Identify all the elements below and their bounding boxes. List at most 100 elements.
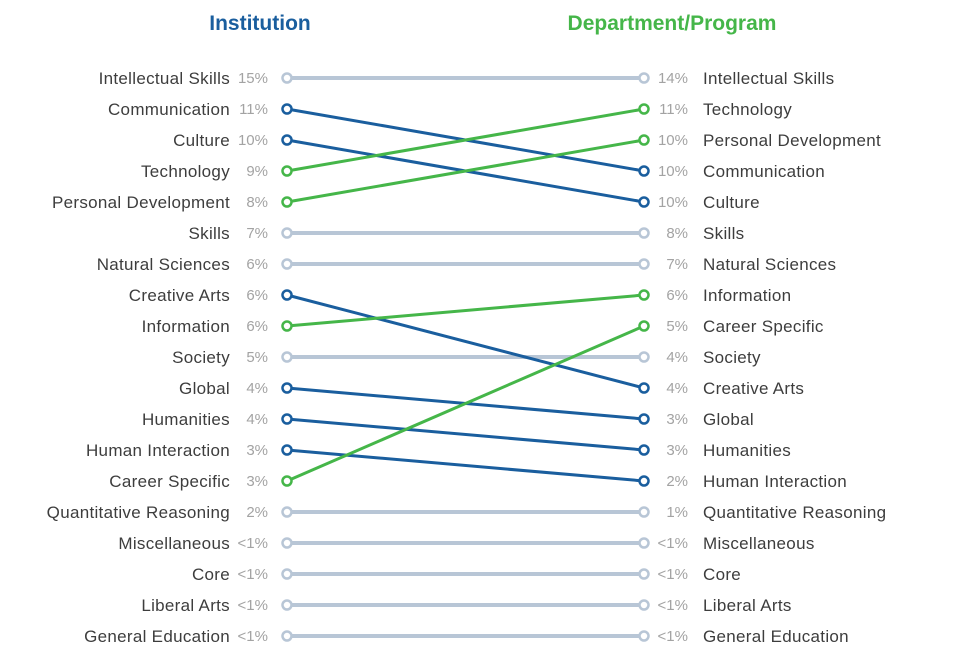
institution-value: 7% xyxy=(246,225,268,242)
institution-label: Miscellaneous xyxy=(118,534,230,553)
department-point-global xyxy=(638,413,650,425)
department-point-skills xyxy=(638,227,650,239)
institution-point-humanities xyxy=(281,413,293,425)
department-label: Natural Sciences xyxy=(703,255,836,274)
institution-value: 4% xyxy=(246,411,268,428)
institution-value: 2% xyxy=(246,504,268,521)
institution-value: <1% xyxy=(238,535,268,552)
institution-value: 6% xyxy=(246,287,268,304)
department-value: 7% xyxy=(666,256,688,273)
slope-lines xyxy=(285,76,646,638)
department-value: 11% xyxy=(659,101,688,118)
institution-value: 6% xyxy=(246,318,268,335)
department-value: 4% xyxy=(666,349,688,366)
department-value: 3% xyxy=(666,442,688,459)
institution-value: 5% xyxy=(246,349,268,366)
department-point-information xyxy=(638,289,650,301)
department-value: <1% xyxy=(658,597,688,614)
department-header: Department/Program xyxy=(568,12,777,35)
department-label: Human Interaction xyxy=(703,472,847,491)
slope-line-human-interaction xyxy=(285,448,646,483)
institution-value: 4% xyxy=(246,380,268,397)
institution-label: Society xyxy=(172,348,230,367)
department-value: 2% xyxy=(666,473,688,490)
department-value: 10% xyxy=(658,163,688,180)
department-point-creative-arts xyxy=(638,382,650,394)
institution-value: <1% xyxy=(238,566,268,583)
institution-label: Culture xyxy=(173,131,230,150)
institution-point-global xyxy=(281,382,293,394)
institution-point-information xyxy=(281,320,293,332)
institution-label: Global xyxy=(179,379,230,398)
slope-line-information xyxy=(285,293,646,328)
institution-label: Natural Sciences xyxy=(97,255,230,274)
department-label: Skills xyxy=(703,224,744,243)
institution-label: Core xyxy=(192,565,230,584)
institution-value: <1% xyxy=(238,628,268,645)
institution-value: 9% xyxy=(246,163,268,180)
department-point-general-education xyxy=(638,630,650,642)
department-value: 10% xyxy=(658,132,688,149)
department-label: Information xyxy=(703,286,791,305)
institution-value: 11% xyxy=(239,101,268,118)
department-value: <1% xyxy=(658,628,688,645)
institution-point-culture xyxy=(281,134,293,146)
slope-labels: Intellectual Skills 15% Communication 11% Cu… xyxy=(47,69,886,646)
department-label: Personal Development xyxy=(703,131,881,150)
slope-line-personal-development xyxy=(285,138,646,204)
department-label: Career Specific xyxy=(703,317,824,336)
institution-label: Intellectual Skills xyxy=(99,69,230,88)
institution-value: 15% xyxy=(238,70,268,87)
department-label: Liberal Arts xyxy=(703,596,792,615)
institution-label: Career Specific xyxy=(109,472,230,491)
department-point-intellectual-skills xyxy=(638,72,650,84)
institution-point-communication xyxy=(281,103,293,115)
department-value: 8% xyxy=(666,225,688,242)
department-value: 10% xyxy=(658,194,688,211)
department-label: Technology xyxy=(703,100,792,119)
department-label: Communication xyxy=(703,162,825,181)
institution-label: Skills xyxy=(189,224,230,243)
institution-label: Quantitative Reasoning xyxy=(47,503,230,522)
institution-point-human-interaction xyxy=(281,444,293,456)
institution-label: Information xyxy=(142,317,230,336)
slope-line-career-specific xyxy=(285,324,646,483)
department-label: Humanities xyxy=(703,441,791,460)
department-label: General Education xyxy=(703,627,849,646)
institution-point-liberal-arts xyxy=(281,599,293,611)
institution-point-career-specific xyxy=(281,475,293,487)
institution-value: 10% xyxy=(238,132,268,149)
slope-line-technology xyxy=(285,107,646,173)
institution-point-society xyxy=(281,351,293,363)
institution-point-natural-sciences xyxy=(281,258,293,270)
department-value: 4% xyxy=(666,380,688,397)
department-point-human-interaction xyxy=(638,475,650,487)
department-point-liberal-arts xyxy=(638,599,650,611)
department-label: Intellectual Skills xyxy=(703,69,834,88)
department-label: Quantitative Reasoning xyxy=(703,503,886,522)
institution-point-intellectual-skills xyxy=(281,72,293,84)
department-point-career-specific xyxy=(638,320,650,332)
department-point-quantitative-reasoning xyxy=(638,506,650,518)
department-label: Core xyxy=(703,565,741,584)
department-point-miscellaneous xyxy=(638,537,650,549)
institution-label: Technology xyxy=(141,162,230,181)
institution-label: Humanities xyxy=(142,410,230,429)
department-point-humanities xyxy=(638,444,650,456)
institution-point-technology xyxy=(281,165,293,177)
institution-value: 3% xyxy=(246,442,268,459)
institution-value: 6% xyxy=(246,256,268,273)
institution-label: Liberal Arts xyxy=(141,596,230,615)
department-point-core xyxy=(638,568,650,580)
department-value: <1% xyxy=(658,566,688,583)
department-value: 6% xyxy=(666,287,688,304)
department-label: Miscellaneous xyxy=(703,534,815,553)
institution-point-core xyxy=(281,568,293,580)
department-label: Culture xyxy=(703,193,760,212)
department-point-technology xyxy=(638,103,650,115)
department-value: 3% xyxy=(666,411,688,428)
institution-label: General Education xyxy=(84,627,230,646)
institution-point-miscellaneous xyxy=(281,537,293,549)
slope-line-creative-arts xyxy=(285,293,646,390)
